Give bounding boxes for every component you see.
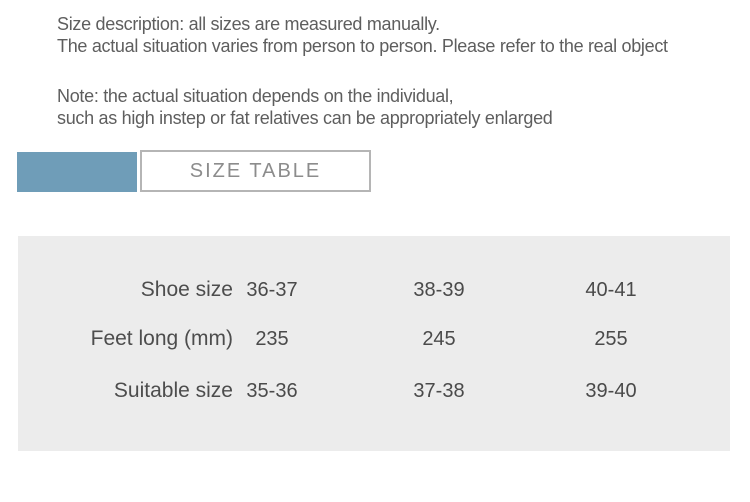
row-label: Suitable size — [113, 379, 233, 402]
table-cell: 36-37 — [246, 279, 298, 301]
table-cell: 38-39 — [413, 279, 465, 301]
table-cell: 255 — [594, 328, 628, 350]
note-paragraph: Note: the actual situation depends on th… — [57, 85, 553, 129]
table-cell: 245 — [422, 328, 456, 350]
size-table-panel: Shoe size 36-37 38-39 40-41 Feet long (m… — [18, 236, 730, 451]
table-cell: 40-41 — [585, 279, 637, 301]
table-row-suitable-size: Suitable size 35-36 37-38 39-40 — [18, 376, 730, 406]
table-cell: 35-36 — [246, 380, 298, 402]
size-description-line-1: Size description: all sizes are measured… — [57, 14, 440, 34]
table-cell: 235 — [255, 328, 289, 350]
size-description-paragraph: Size description: all sizes are measured… — [57, 13, 668, 57]
blue-accent-block — [17, 152, 137, 192]
table-row-shoe-size: Shoe size 36-37 38-39 40-41 — [18, 275, 730, 305]
size-table-heading-label: SIZE TABLE — [189, 159, 322, 182]
note-line-2: such as high instep or fat relatives can… — [57, 108, 553, 128]
table-cell: 39-40 — [585, 380, 637, 402]
size-description-line-2: The actual situation varies from person … — [57, 36, 668, 56]
row-label: Shoe size — [140, 278, 233, 301]
table-cell: 37-38 — [413, 380, 465, 402]
size-table-heading-box: SIZE TABLE — [140, 150, 371, 192]
table-row-feet-long: Feet long (mm) 235 245 255 — [18, 324, 730, 354]
note-line-1: Note: the actual situation depends on th… — [57, 86, 454, 106]
row-label: Feet long (mm) — [90, 327, 233, 350]
